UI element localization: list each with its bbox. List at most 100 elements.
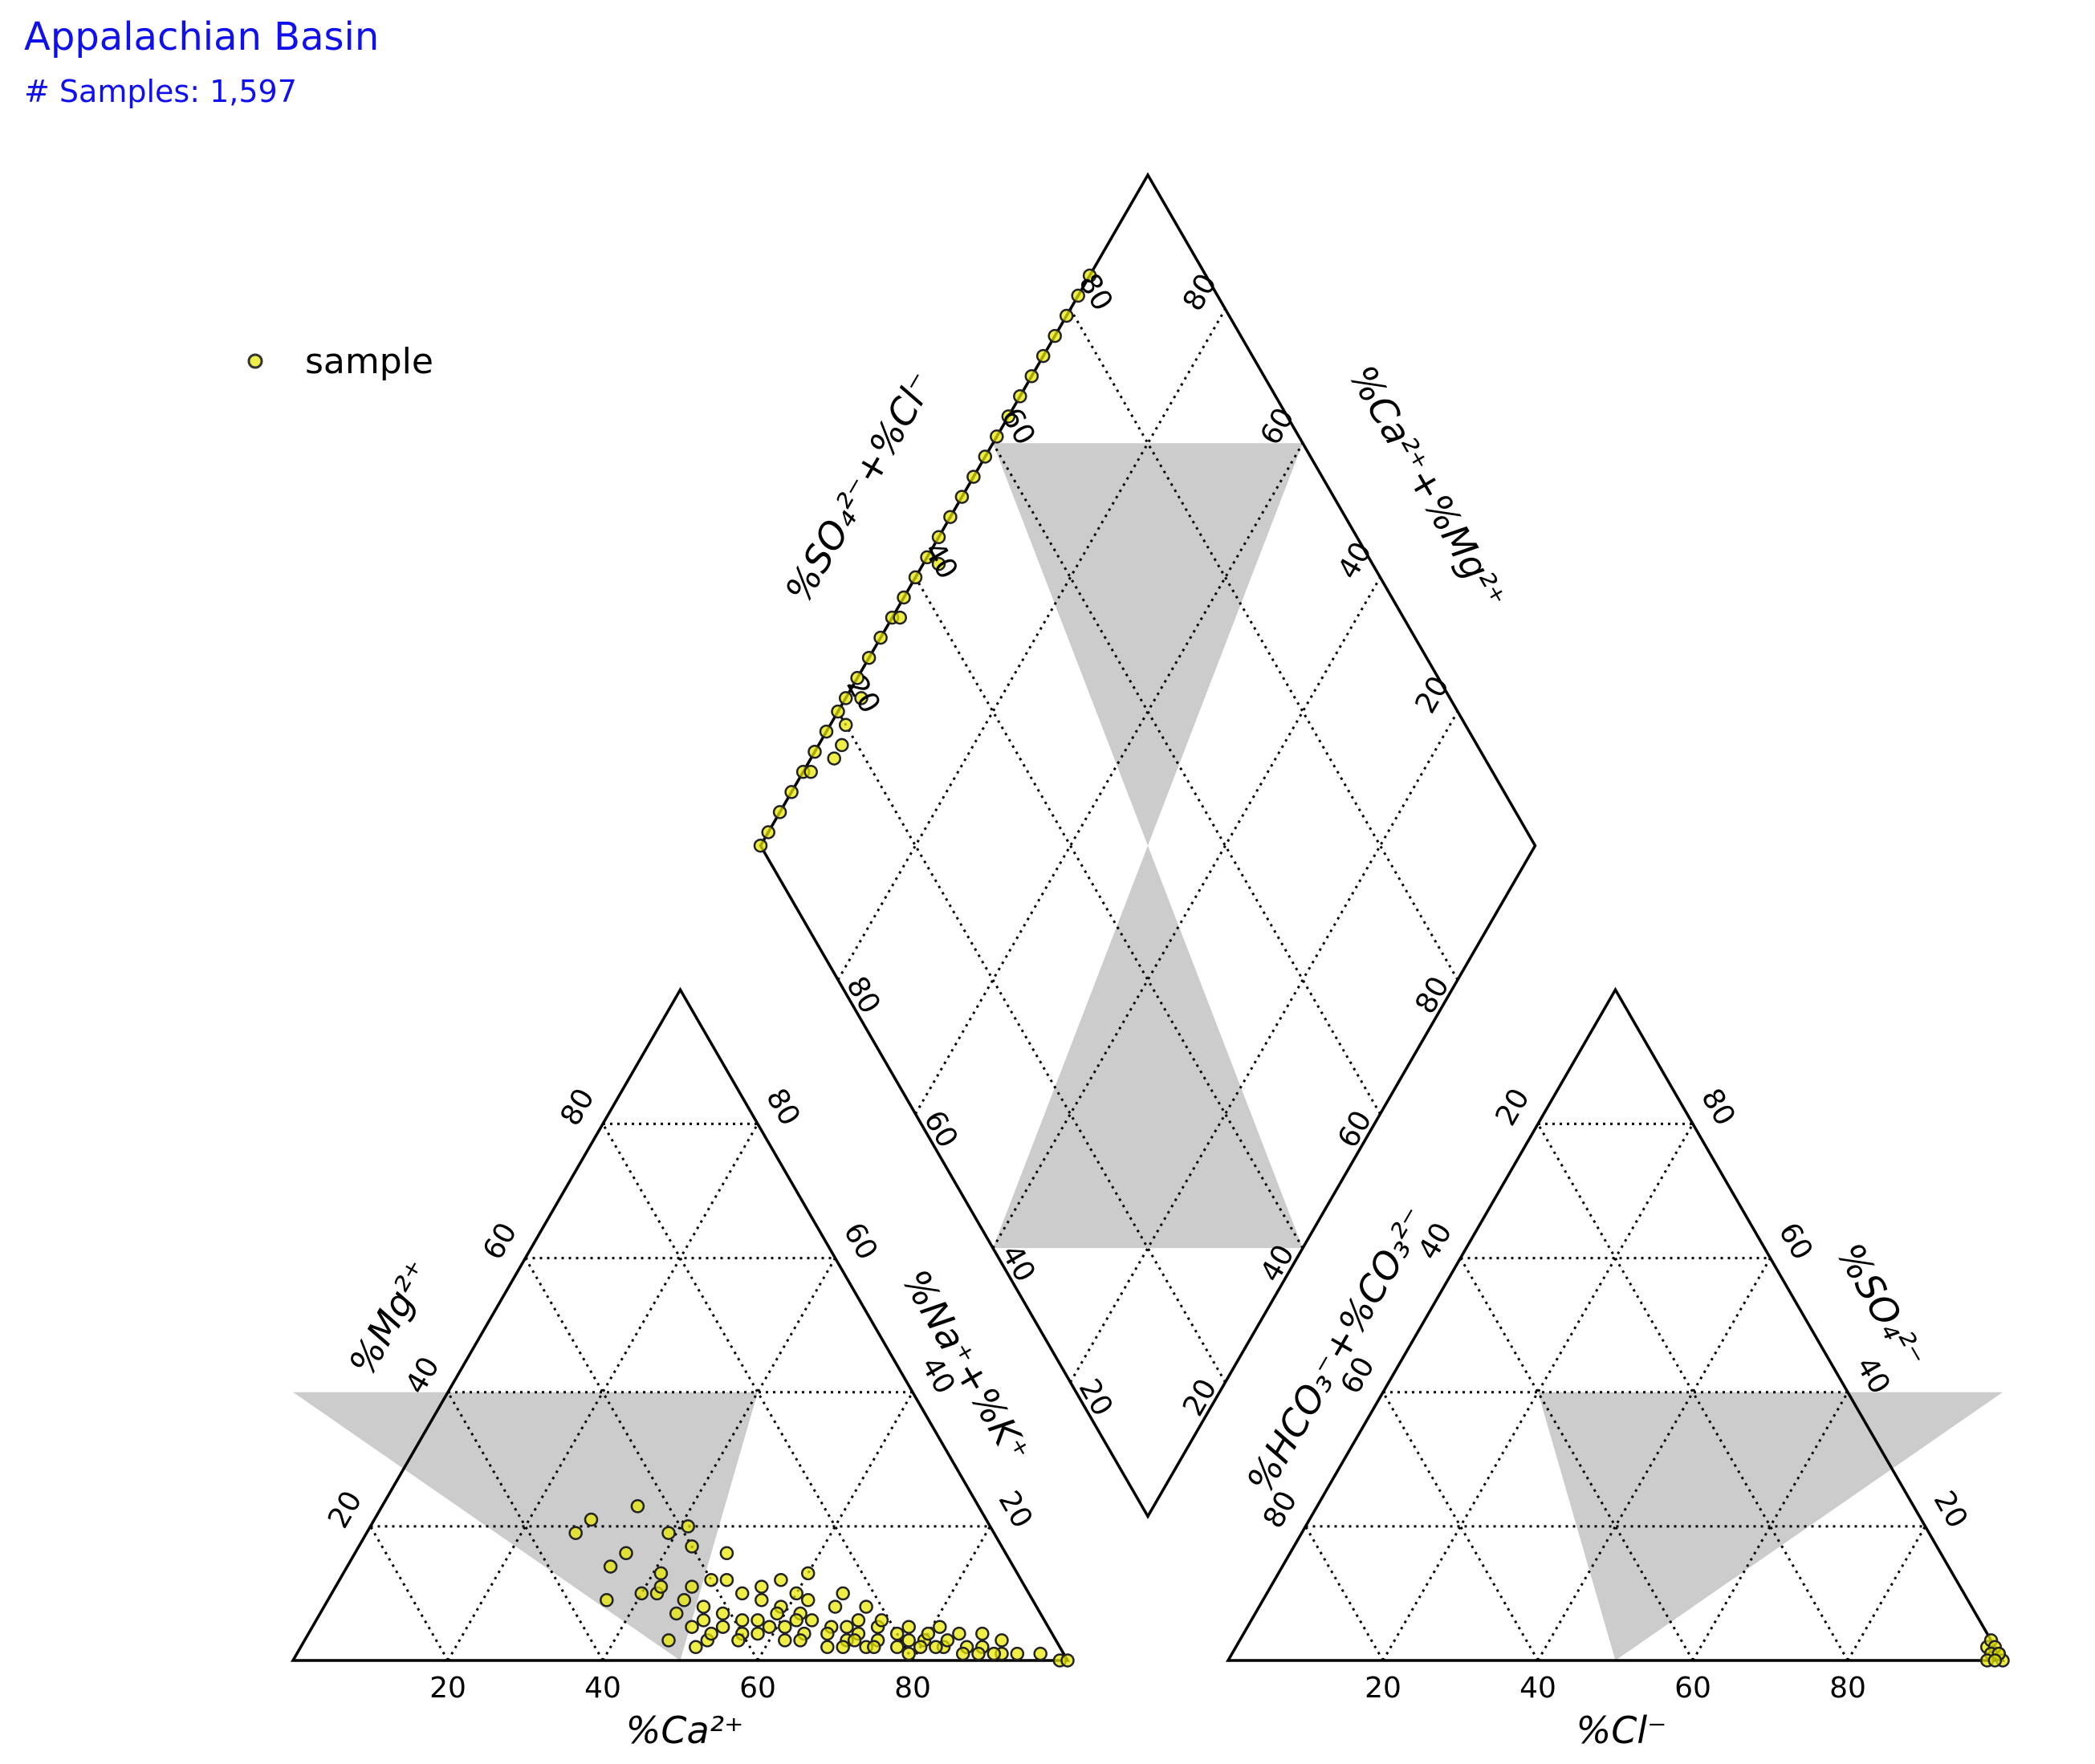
axis-label-so4: %SO₄²⁻	[1829, 1236, 1934, 1376]
diamond-sample-point	[931, 556, 946, 571]
cation-sample-point	[851, 1613, 866, 1628]
legend: sample	[247, 341, 433, 382]
cation-sample-point	[828, 1599, 843, 1614]
cation-sample-point	[619, 1546, 633, 1561]
legend-marker	[247, 353, 263, 369]
cation-sample-point	[653, 1566, 669, 1581]
cation-sample-point	[1010, 1646, 1025, 1661]
cation-sample-point	[804, 1613, 820, 1628]
diamond-sample-point	[850, 671, 864, 685]
anion-gridline	[1536, 1123, 1849, 1661]
diamond-tick-label: 60	[917, 1105, 964, 1153]
cation-sample-point	[929, 1640, 943, 1655]
diamond-sample-point	[931, 530, 946, 545]
cation-gridline	[446, 1123, 759, 1661]
anion-tick-label: 20	[1489, 1083, 1536, 1132]
shaded-regions	[293, 443, 2003, 1660]
cation-sample-point	[840, 1620, 854, 1634]
cation-sample-point	[696, 1613, 711, 1628]
cation-tick-label: 60	[837, 1217, 884, 1266]
cation-sample-point	[800, 1566, 816, 1581]
diamond-sample-point	[954, 490, 970, 504]
cation-sample-point	[762, 1620, 777, 1634]
diamond-sample-point	[1059, 308, 1074, 323]
anion-gridline	[1304, 1526, 1385, 1661]
cation-sample-point	[995, 1633, 1009, 1648]
cation-sample-point	[975, 1626, 990, 1641]
cation-tick-label: 80	[894, 1672, 931, 1705]
cation-sample-point	[774, 1572, 788, 1587]
cation-sample-point	[685, 1620, 699, 1634]
axis-label-ca-mg: %Ca²⁺+%Mg²⁺	[1340, 358, 1515, 616]
anion-sample-point	[1987, 1653, 2003, 1668]
diamond-tick-label: 20	[1409, 671, 1455, 719]
cation-sample-point	[704, 1572, 718, 1587]
cation-sample-point	[661, 1633, 676, 1648]
diamond-tick-label: 80	[1409, 971, 1455, 1019]
cation-sample-point	[603, 1559, 618, 1574]
diamond-sample-point	[908, 570, 923, 585]
cation-sample-point	[584, 1512, 599, 1527]
axis-label-cl: %Cl⁻	[1576, 1709, 1667, 1752]
diamond-tick-label: 80	[1072, 268, 1119, 316]
diamond-tick-label: 80	[1177, 268, 1223, 316]
cation-sample-point	[1060, 1653, 1075, 1668]
cation-tick-label: 20	[322, 1486, 368, 1534]
diamond-tick-label: 40	[1332, 537, 1378, 585]
cation-tick-label: 20	[429, 1672, 466, 1705]
cation-sample-point	[921, 1626, 936, 1641]
diamond-shade-upper	[993, 443, 1303, 846]
cation-gridline	[446, 1391, 604, 1661]
anion-gridline	[1381, 1391, 1540, 1661]
anion-gridline	[1691, 1391, 1849, 1661]
cation-sample-point	[755, 1593, 769, 1608]
anion-tick-label: 80	[1694, 1083, 1741, 1132]
cation-sample-point	[952, 1626, 966, 1641]
diamond-sample-point	[772, 805, 787, 819]
cation-sample-point	[685, 1539, 699, 1554]
cation-sample-point	[778, 1620, 792, 1634]
diamond-sample-point	[803, 765, 818, 779]
diamond-sample-point	[893, 610, 907, 625]
cation-tick-label: 20	[992, 1486, 1039, 1534]
diamond-sample-point	[943, 510, 958, 524]
diamond-sample-point	[897, 590, 911, 605]
cation-sample-point	[751, 1626, 765, 1641]
cation-sample-point	[901, 1633, 916, 1648]
cation-sample-point	[859, 1599, 873, 1614]
cation-sample-point	[847, 1633, 862, 1648]
cation-sample-point	[820, 1640, 835, 1655]
sample-count: # Samples: 1,597	[24, 74, 297, 109]
anion-tick-label: 40	[1519, 1672, 1556, 1705]
cation-sample-point	[630, 1499, 645, 1514]
cation-triangle-frame	[290, 986, 1071, 1662]
cation-sample-point	[955, 1646, 970, 1661]
cation-sample-point	[940, 1633, 955, 1648]
anion-tick-label: 60	[1772, 1217, 1819, 1266]
frames	[290, 172, 2006, 1662]
cation-sample-point	[789, 1586, 803, 1601]
cation-sample-point	[669, 1606, 684, 1621]
cation-sample-point	[901, 1620, 916, 1634]
cation-sample-point	[755, 1579, 769, 1594]
anion-triangle-frame	[1225, 986, 2006, 1662]
cation-sample-point	[933, 1620, 947, 1634]
legend-label: sample	[305, 341, 433, 382]
diamond-sample-point	[1048, 328, 1062, 343]
cation-sample-point	[889, 1626, 905, 1641]
cation-tick-label: 60	[477, 1217, 523, 1266]
cation-sample-point	[836, 1586, 850, 1601]
diamond-sample-point	[873, 630, 888, 645]
diamond-shade-lower	[993, 845, 1303, 1249]
cation-sample-point	[751, 1613, 765, 1628]
diamond-sample-point	[1071, 288, 1085, 303]
cation-gridline	[601, 1257, 836, 1661]
cation-sample-point	[793, 1633, 807, 1648]
cation-gridline	[524, 1257, 759, 1661]
diamond-tick-label: 80	[840, 971, 886, 1019]
cation-sample-point	[681, 1519, 695, 1534]
diamond-sample-point	[1024, 368, 1039, 384]
cation-tick-label: 80	[554, 1083, 600, 1132]
gridlines	[369, 308, 1926, 1661]
